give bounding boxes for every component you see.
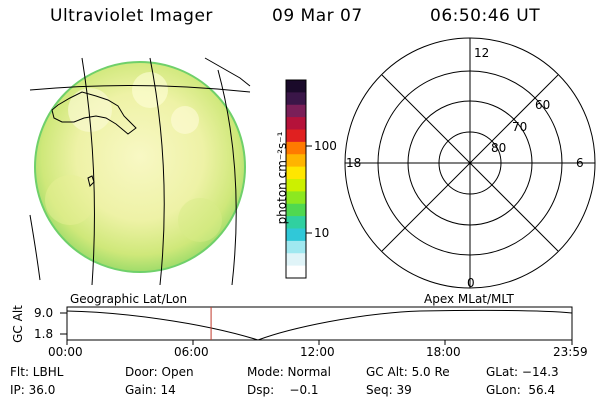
colorbar-band	[286, 154, 306, 168]
colorbar-band	[286, 104, 306, 118]
colorbar-band	[286, 228, 306, 242]
polar-plot	[344, 37, 596, 289]
info-gain: Gain: 14	[125, 383, 176, 397]
info-filter: Flt: LBHL	[10, 365, 64, 379]
colorbar-unit-label: photon cm⁻²s⁻¹	[275, 131, 289, 225]
timeline-xtick-1200: 12:00	[300, 345, 335, 359]
colorbar-frame	[285, 79, 307, 279]
colorbar	[285, 79, 312, 279]
uv-image	[29, 57, 251, 286]
colorbar-band	[286, 92, 306, 106]
info-gc-alt: GC Alt: 5.0 Re	[366, 365, 450, 379]
instrument-title: Ultraviolet Imager	[50, 6, 213, 26]
meridian-line-1	[81, 57, 95, 286]
timeline-xtick-0600: 06:00	[174, 345, 209, 359]
coastline-fragment	[204, 57, 251, 87]
colorbar-band	[286, 253, 306, 267]
colorbar-band	[286, 179, 306, 192]
timeline-axis-label: GC Alt	[11, 305, 25, 343]
colorbar-band	[286, 240, 306, 254]
info-dsp: Dsp: −0.1	[247, 383, 319, 397]
colorbar-band	[286, 203, 306, 217]
colorbar-band	[286, 216, 306, 229]
colorbar-band	[286, 141, 306, 155]
time-label: 06:50:46 UT	[430, 6, 541, 26]
date-label: 09 Mar 07	[272, 6, 363, 26]
continent-outline	[51, 91, 137, 135]
colorbar-gradient	[286, 80, 306, 279]
info-ip: IP: 36.0	[10, 383, 56, 397]
timeline-xtick-1800: 18:00	[426, 345, 461, 359]
timeline-xtick-0000: 00:00	[48, 345, 83, 359]
colorbar-band	[286, 191, 306, 205]
timeline-ytick-1-8: 1.8	[34, 327, 54, 341]
timeline-left-title: Geographic Lat/Lon	[70, 292, 188, 306]
info-door: Door: Open	[125, 365, 194, 379]
polar-label-lat-60: 60	[535, 98, 551, 112]
polar-diagonal-2	[381, 74, 559, 252]
timeline-plot	[60, 306, 573, 345]
colorbar-band	[286, 117, 306, 130]
meridian-line-3	[217, 69, 237, 286]
meridian-line-4	[29, 214, 41, 281]
colorbar-label-10: 10	[314, 226, 330, 240]
colorbar-label-100: 100	[314, 139, 337, 153]
image-texture	[45, 72, 222, 242]
info-glat: GLat: −14.3	[486, 365, 559, 379]
colorbar-band	[286, 265, 306, 279]
meridian-line-2	[149, 57, 165, 286]
timeline-ytick-9: 9.0	[34, 306, 54, 320]
polar-label-lat-70: 70	[512, 120, 528, 134]
colorbar-band	[286, 80, 306, 93]
polar-label-mlt-18: 18	[346, 156, 362, 170]
polar-label-mlt-6: 6	[576, 156, 584, 170]
polar-label-mlt-0: 0	[467, 276, 475, 290]
info-seq: Seq: 39	[366, 383, 412, 397]
info-mode: Mode: Normal	[247, 365, 331, 379]
colorbar-band	[286, 129, 306, 143]
info-glon: GLon: 56.4	[486, 383, 556, 397]
polar-label-lat-80: 80	[491, 141, 507, 155]
timeline-xtick-2359: 23:59	[553, 345, 588, 359]
altitude-curve	[66, 309, 573, 341]
colorbar-band	[286, 166, 306, 180]
polar-label-mlt-12: 12	[474, 46, 490, 60]
timeline-right-title: Apex MLat/MLT	[424, 292, 514, 306]
